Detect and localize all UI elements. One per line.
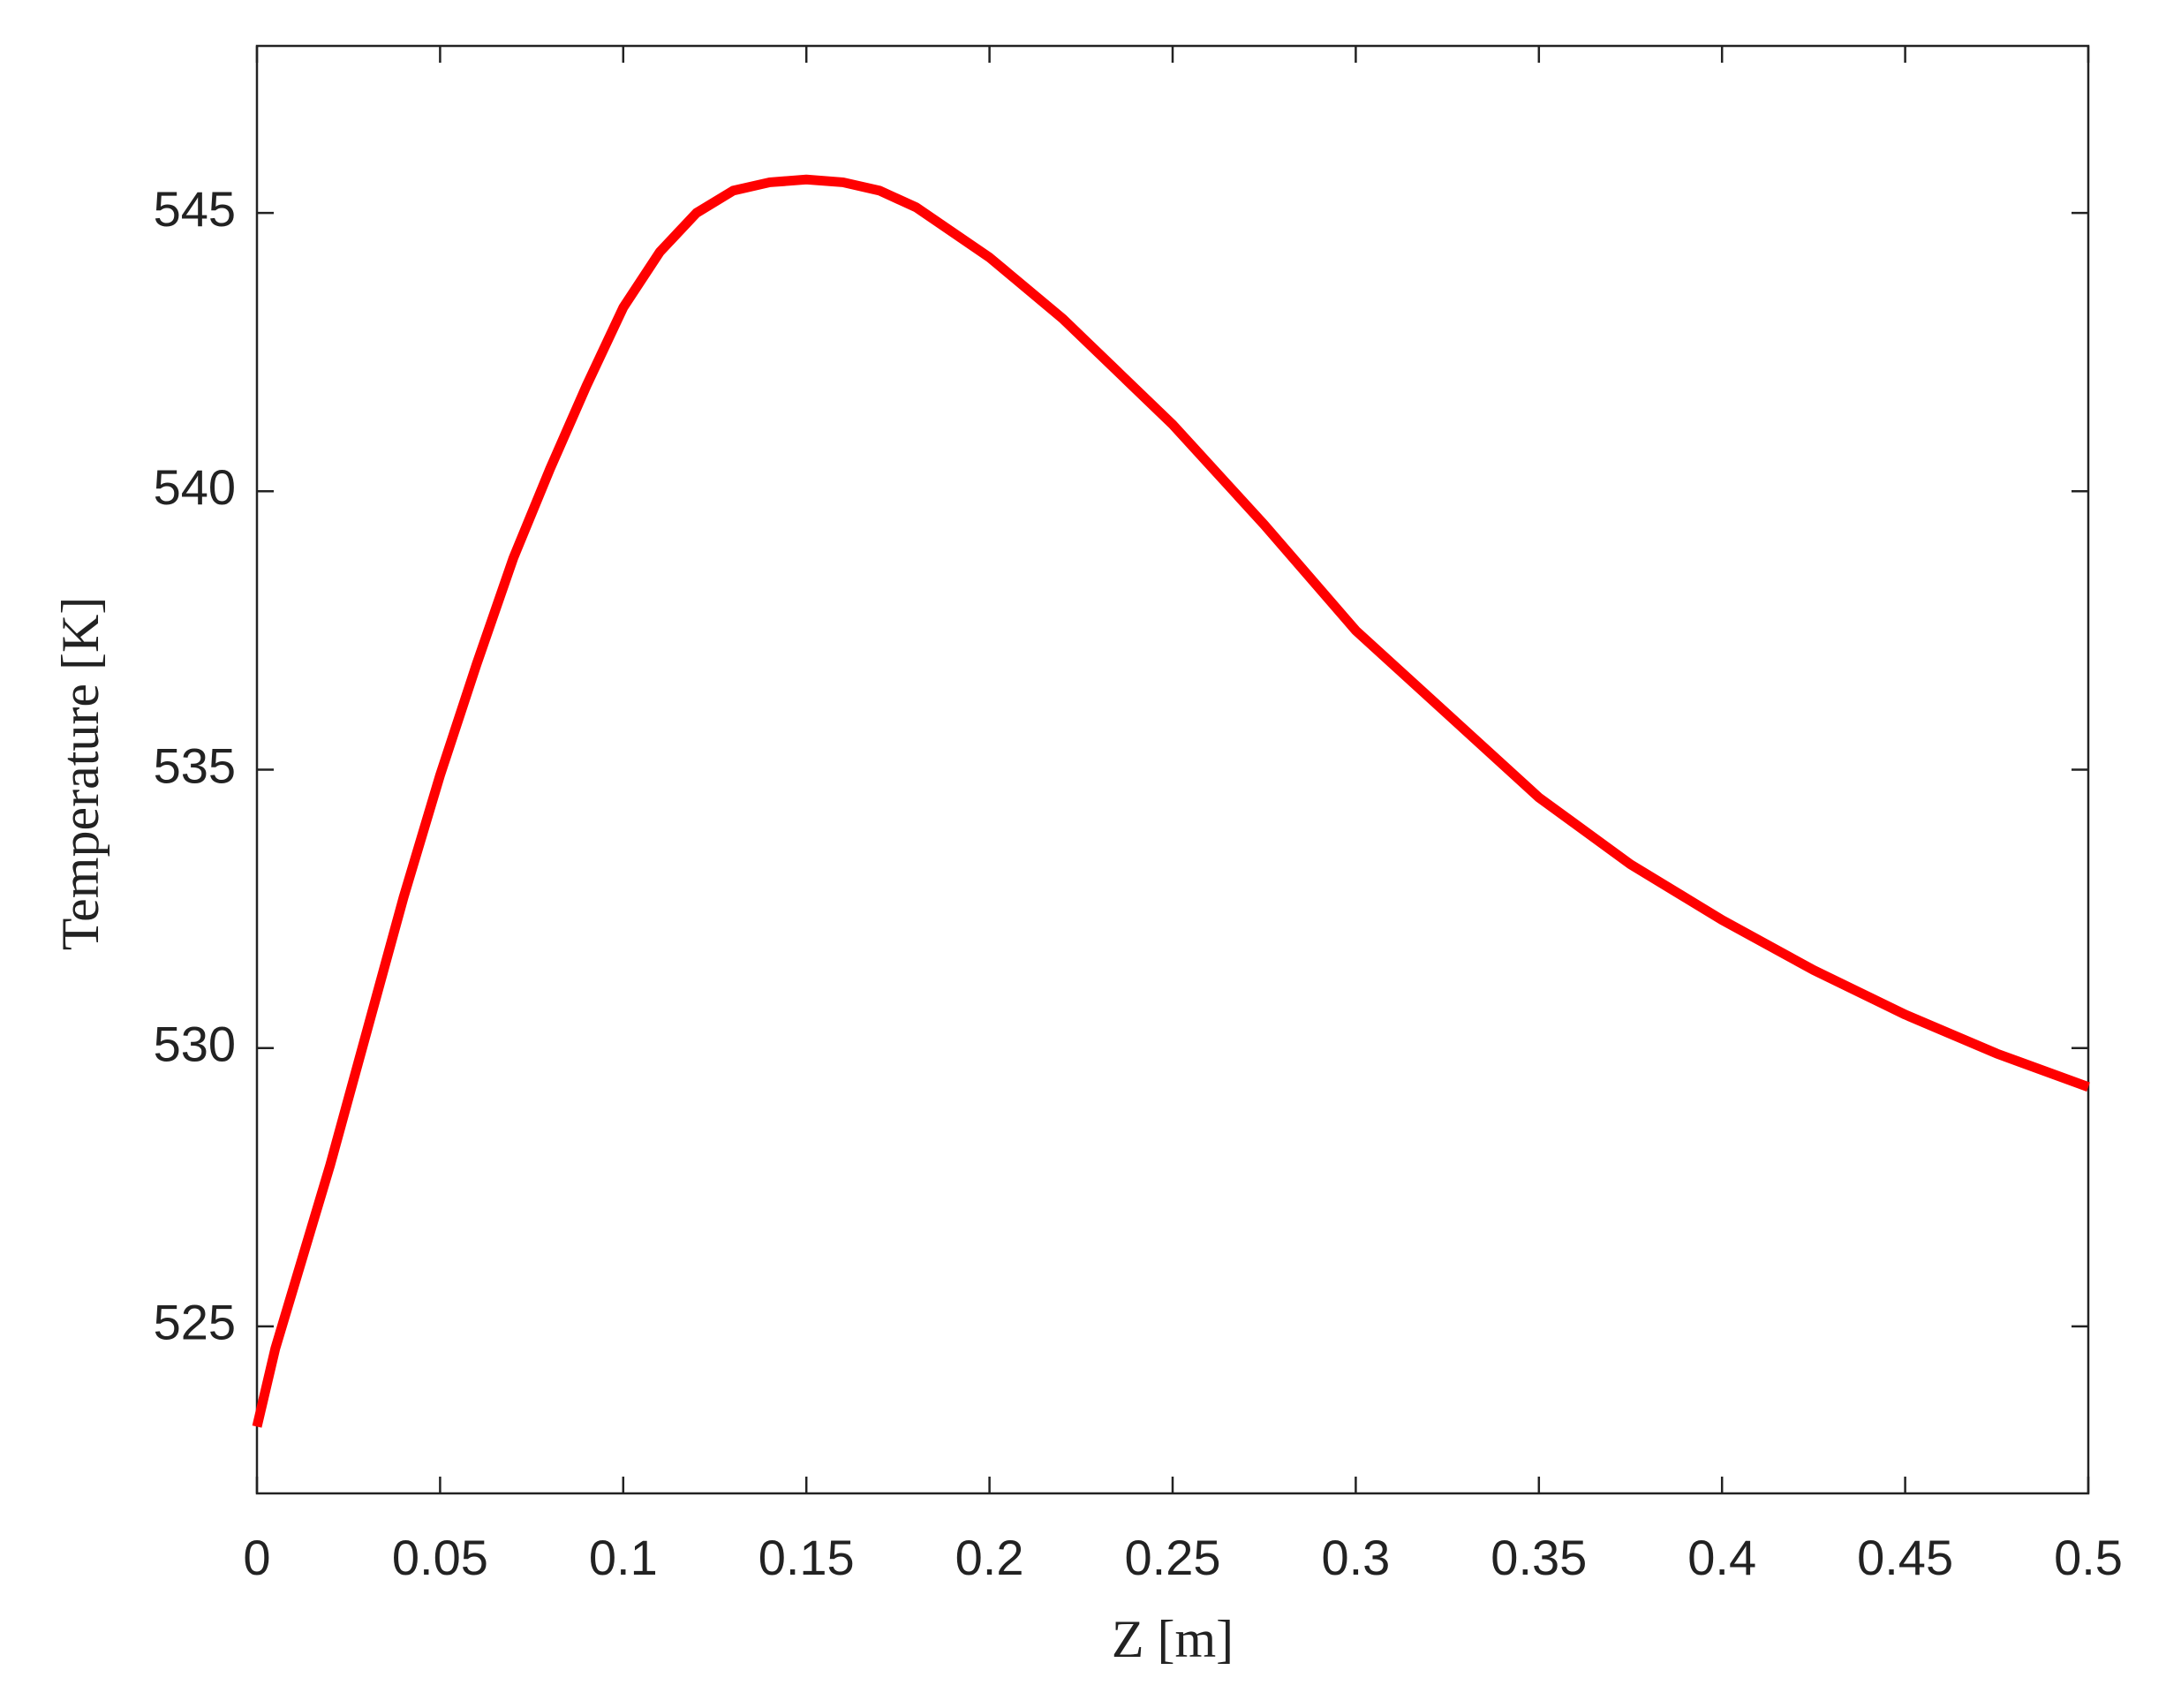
y-tick-label: 535 [154, 737, 236, 793]
x-tick-label: 0.25 [1125, 1530, 1221, 1585]
y-axis-label: Temperature [K] [51, 597, 109, 951]
y-tick-label: 540 [154, 459, 236, 515]
x-tick-label: 0.45 [1857, 1530, 1953, 1585]
data-line [252, 174, 2090, 1428]
y-tick-label: 545 [154, 181, 236, 237]
x-tick-label: 0.15 [758, 1530, 855, 1585]
plot-frame [255, 44, 2090, 1495]
x-tick-label: 0.3 [1321, 1530, 1390, 1585]
x-tick-label: 0.2 [955, 1530, 1024, 1585]
x-tick-label: 0.05 [392, 1530, 488, 1585]
x-tick-label: 0.4 [1687, 1530, 1756, 1585]
x-tick-label: 0.35 [1491, 1530, 1587, 1585]
x-tick-label: 0.5 [2054, 1530, 2123, 1585]
x-tick-label: 0 [243, 1530, 270, 1585]
x-tick-label: 0.1 [589, 1530, 658, 1585]
y-tick-label: 530 [154, 1016, 236, 1071]
y-tick-label: 525 [154, 1295, 236, 1350]
x-axis-label: Z [m] [1112, 1610, 1234, 1668]
